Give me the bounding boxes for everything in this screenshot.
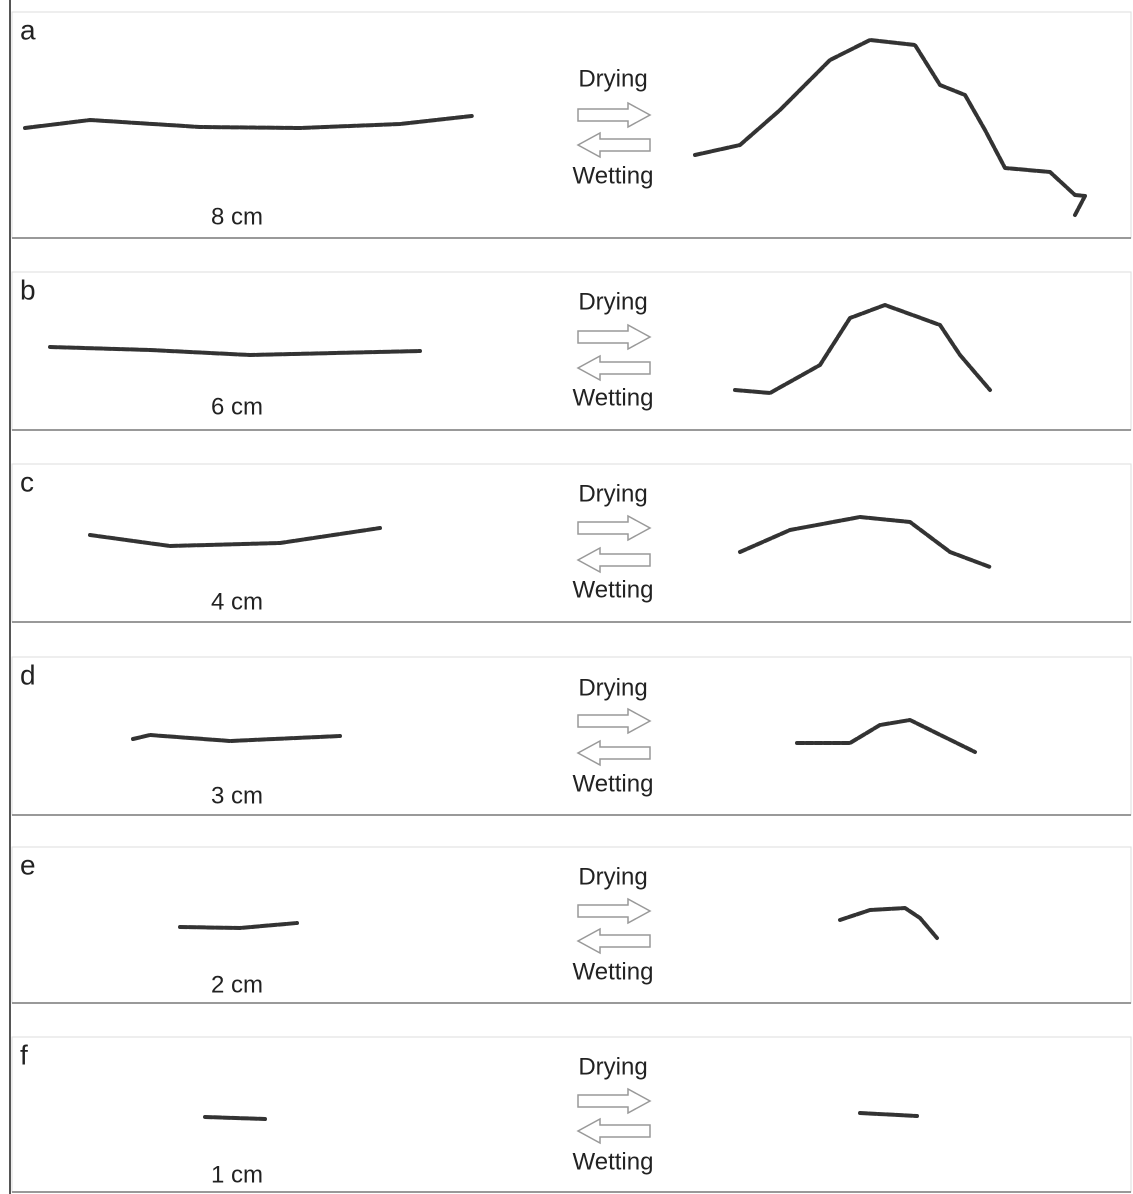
panel-label: c [20,466,34,497]
wetting-label: Wetting [573,384,654,411]
drying-label: Drying [578,674,647,701]
wetting-label: Wetting [573,770,654,797]
drying-label: Drying [578,65,647,92]
specimen-wet [205,1117,265,1119]
drying-label: Drying [578,288,647,315]
wetting-label: Wetting [573,162,654,189]
drying-label: Drying [578,1053,647,1080]
panel [12,464,1131,622]
length-label: 4 cm [211,588,263,615]
panel-label: f [20,1039,28,1070]
panel-label: b [20,274,36,305]
figure: a 8 cm Drying Wetting b 6 cm Drying Wetting c 4 c… [0,0,1133,1194]
wetting-label: Wetting [573,958,654,985]
panel-label: e [20,849,36,880]
length-label: 2 cm [211,971,263,998]
panel [12,1037,1131,1192]
drying-label: Drying [578,480,647,507]
drying-label: Drying [578,863,647,890]
panel-label: a [20,14,36,45]
length-label: 3 cm [211,782,263,809]
length-label: 1 cm [211,1161,263,1188]
wetting-label: Wetting [573,1148,654,1175]
panel-label: d [20,659,36,690]
length-label: 8 cm [211,203,263,230]
length-label: 6 cm [211,393,263,420]
wetting-label: Wetting [573,576,654,603]
panel [12,847,1131,1003]
